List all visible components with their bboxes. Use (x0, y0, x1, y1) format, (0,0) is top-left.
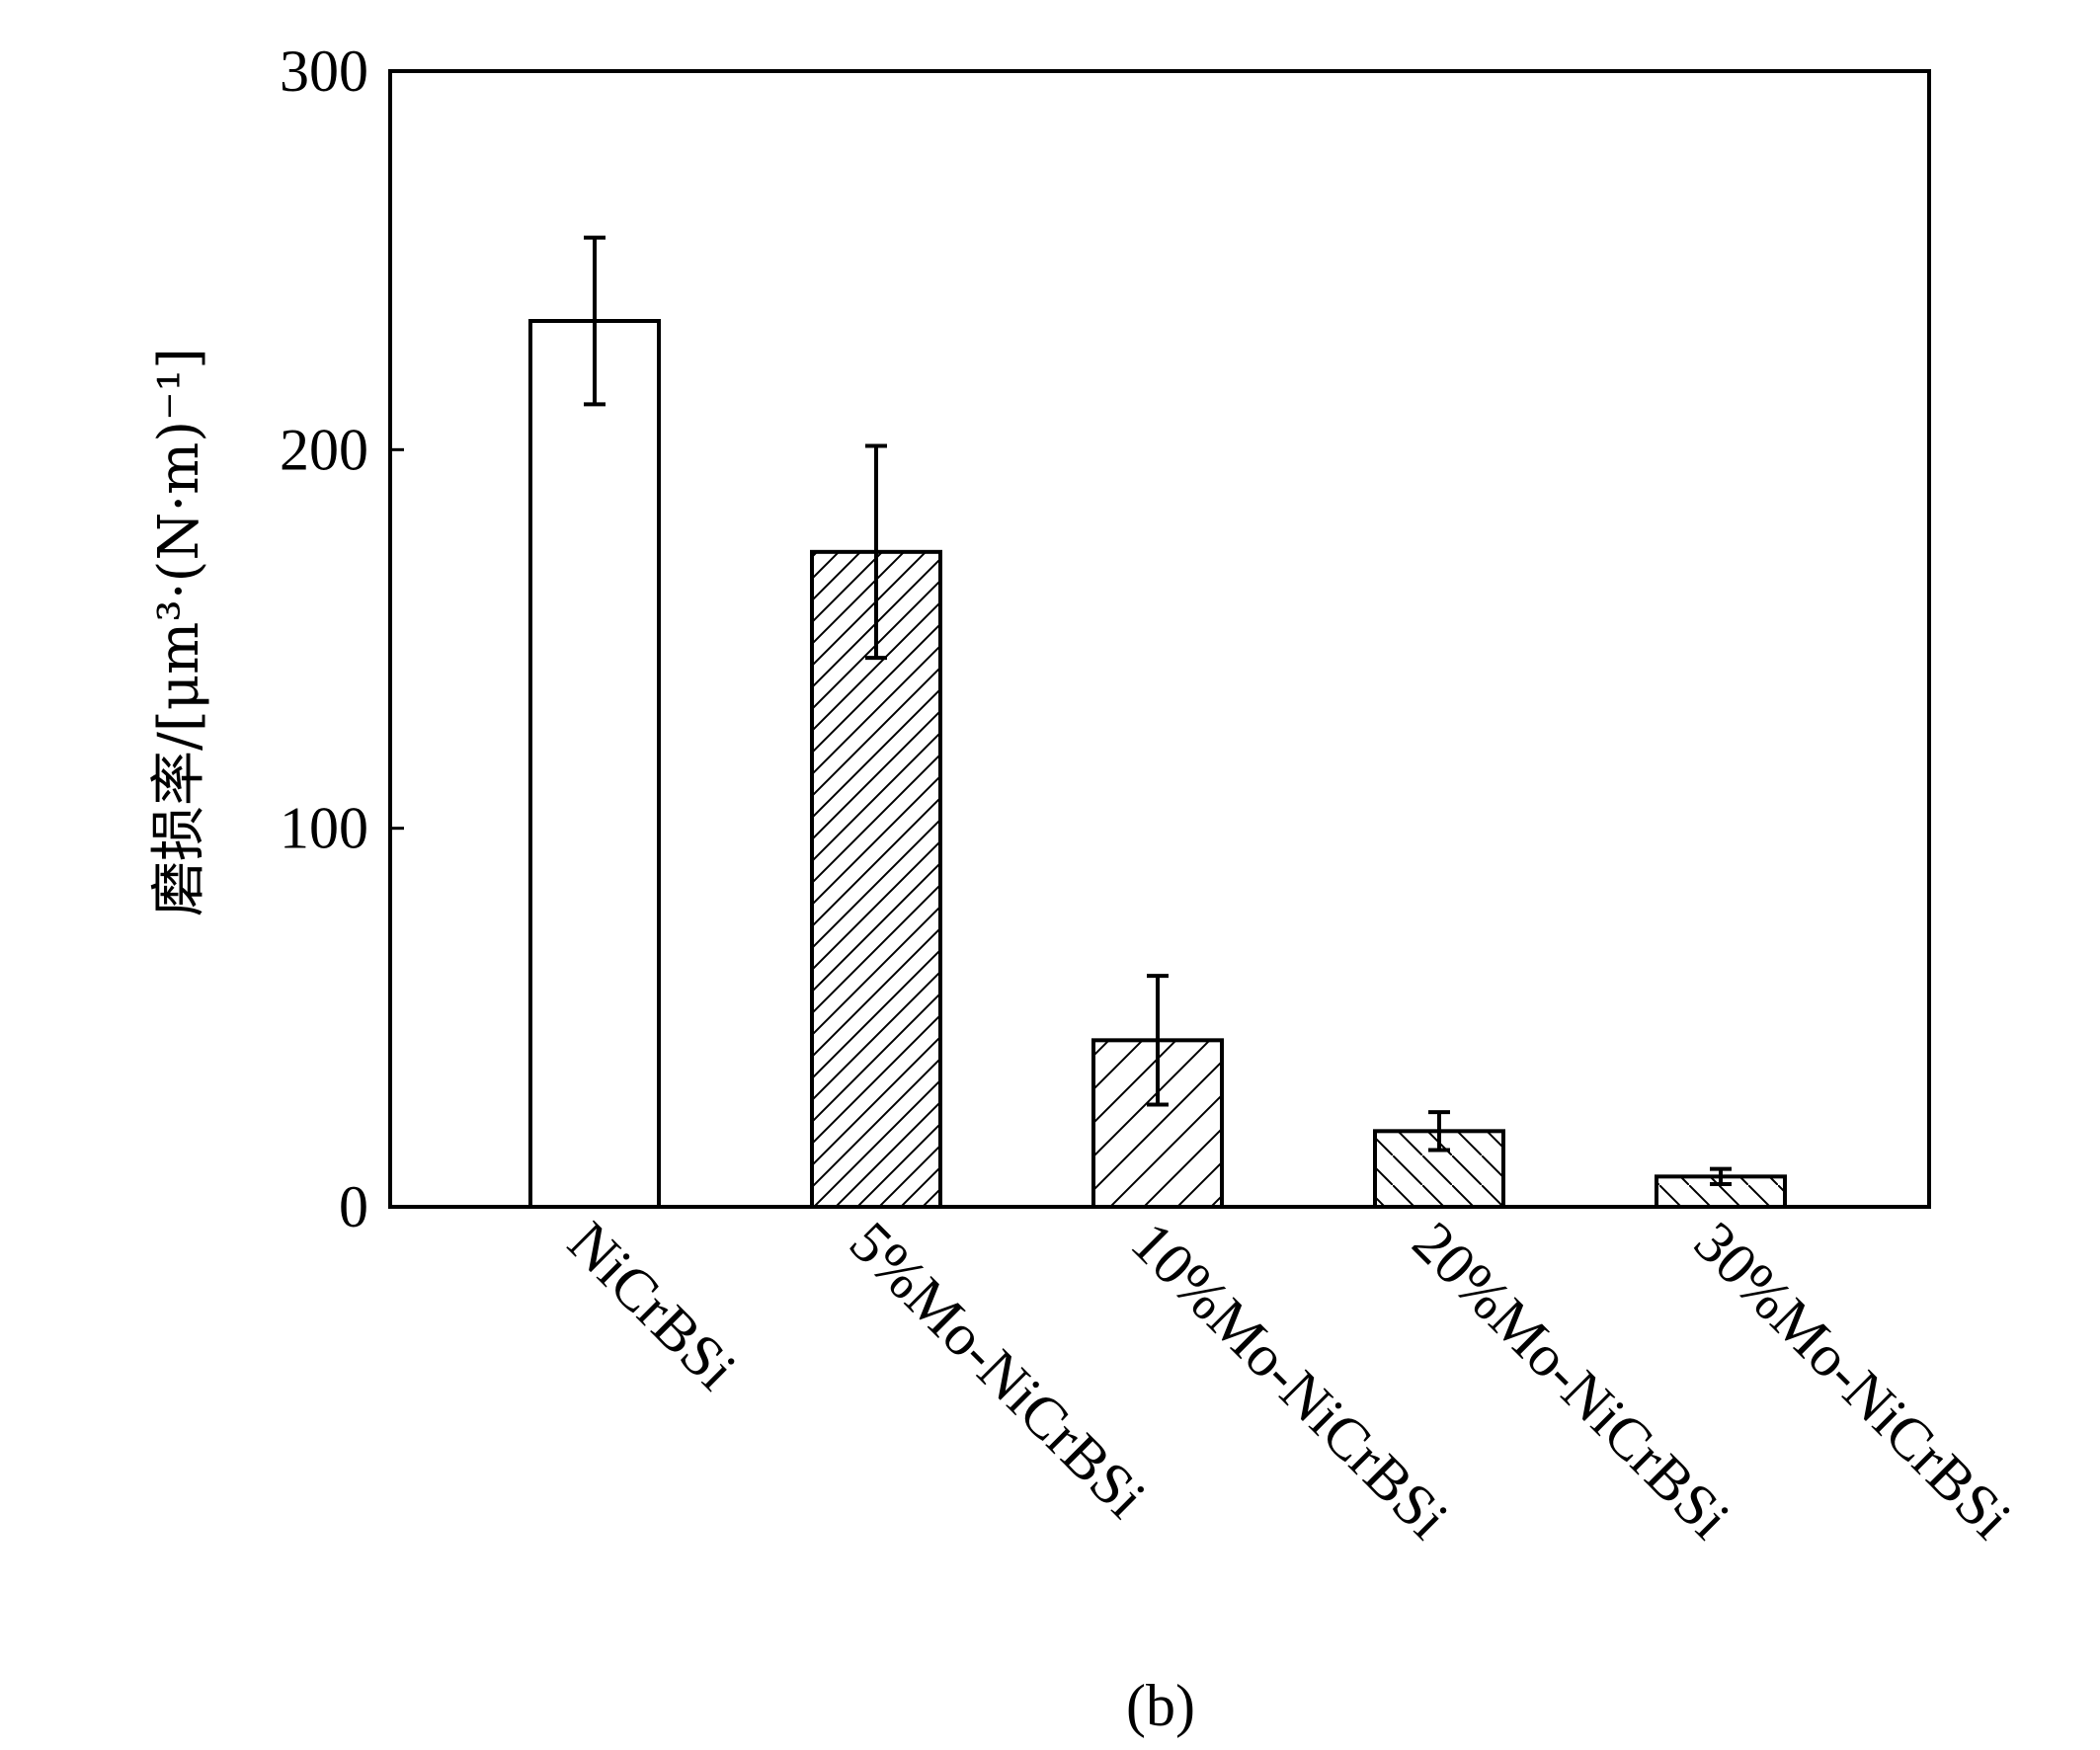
y-tick-label: 200 (280, 417, 368, 482)
x-category-label: 5%Mo-NiCrBSi (838, 1210, 1159, 1531)
y-axis-label: 磨损率/[μm³·(N·m)⁻¹] (147, 348, 211, 916)
plot-frame (388, 69, 1931, 1209)
y-tick-label: 300 (280, 39, 368, 104)
panel-label: (b) (1126, 1673, 1195, 1738)
y-tick-label: 0 (339, 1174, 368, 1239)
x-category-label: NiCrBSi (556, 1210, 749, 1402)
y-tick-label: 100 (280, 796, 368, 861)
bar (528, 319, 661, 1209)
bar (1655, 1174, 1787, 1210)
bar (810, 549, 942, 1209)
